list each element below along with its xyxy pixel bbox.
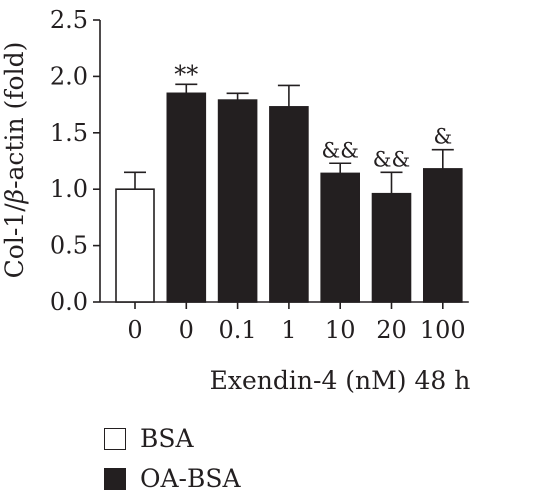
bar [320,172,361,303]
x-tick-label: 0.1 [219,316,257,344]
y-tick-label: 0.5 [50,232,88,260]
bar-chart: 0.0 0.5 1.0 1.5 2.0 2.5 0 0 ** 0.1 1 10 && 20 && 100 & C… [0,6,471,395]
x-tick-label: 1 [281,316,296,344]
bar [422,168,463,303]
bar [166,92,207,303]
bar [217,99,258,303]
x-tick-label: 20 [376,316,407,344]
bar [115,188,155,303]
legend-item-oa-bsa: OA-BSA [104,464,241,494]
x-tick-label: 10 [325,316,356,344]
x-axis-label: Exendin-4 (nM) 48 h [210,366,471,395]
y-tick-label: 0.0 [50,288,88,316]
bar [371,192,412,303]
y-axis-label: Col-1/β-actin (fold) [0,42,29,279]
significance-annotation: && [373,147,410,171]
significance-annotation: & [433,125,452,149]
legend-item-bsa: BSA [104,424,241,454]
significance-annotation: && [322,138,359,162]
legend-label-bsa: BSA [140,424,194,453]
bar [269,106,309,303]
chart-labels: 0.0 0.5 1.0 1.5 2.0 2.5 0 0 ** 0.1 1 10 && 20 && 100 & [50,6,466,344]
legend-swatch-oa-bsa [104,468,126,490]
significance-annotation: ** [174,60,198,88]
legend-swatch-bsa [104,428,126,450]
y-tick-label: 1.5 [50,119,88,147]
chart-bars [115,83,463,303]
x-tick-label: 0 [127,316,142,344]
y-tick-label: 1.0 [50,175,88,203]
y-tick-label: 2.0 [50,62,88,90]
x-tick-label: 100 [420,316,466,344]
x-tick-label: 0 [179,316,194,344]
y-tick-label: 2.5 [50,6,88,34]
chart-legend: BSA OA-BSA [104,424,241,504]
legend-label-oa-bsa: OA-BSA [140,464,241,493]
